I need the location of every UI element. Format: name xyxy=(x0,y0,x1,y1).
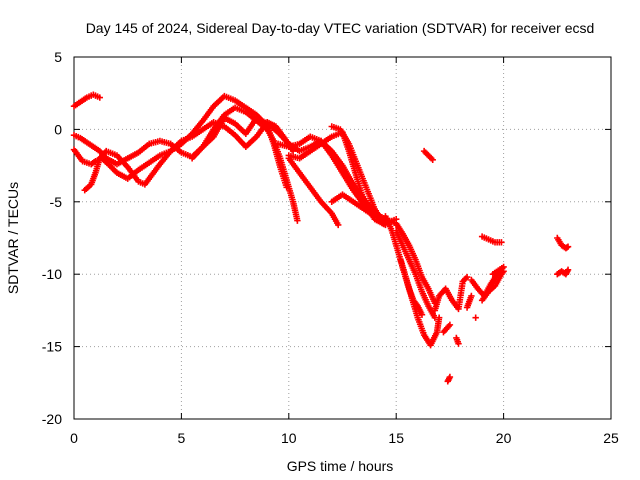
data-point xyxy=(500,268,507,275)
plot-frame xyxy=(73,56,612,420)
data-point xyxy=(446,373,454,381)
x-tick-label: 20 xyxy=(496,430,512,446)
y-tick-label: -15 xyxy=(42,339,62,355)
x-tick-label: 15 xyxy=(388,430,404,446)
x-tick-label: 10 xyxy=(281,430,297,446)
y-tick-label: -10 xyxy=(42,266,62,282)
data-point xyxy=(498,239,505,246)
x-tick-label: 5 xyxy=(178,430,186,446)
data-point xyxy=(564,266,572,274)
data-point xyxy=(463,273,471,281)
y-tick-label: -5 xyxy=(50,194,63,210)
y-tick-label: 0 xyxy=(54,121,62,137)
data-point xyxy=(429,156,436,164)
data-point xyxy=(294,217,301,224)
y-tick-labels: 5 0 -5 -10 -15 -20 xyxy=(42,49,62,427)
axis-ticks xyxy=(73,56,612,420)
data-points xyxy=(70,91,572,385)
chart-title: Day 145 of 2024, Sidereal Day-to-day VTE… xyxy=(86,20,595,36)
data-point xyxy=(418,311,426,318)
data-point xyxy=(335,221,342,229)
data-point xyxy=(455,340,462,347)
data-point xyxy=(564,243,572,250)
data-point xyxy=(431,314,439,321)
data-point xyxy=(446,321,454,329)
data-point xyxy=(472,314,479,321)
grid-lines xyxy=(74,57,611,419)
x-tick-labels: 0 5 10 15 20 25 xyxy=(70,430,619,446)
x-tick-label: 25 xyxy=(603,430,619,446)
x-axis-label: GPS time / hours xyxy=(287,458,394,474)
x-tick-label: 0 xyxy=(70,430,78,446)
data-point xyxy=(283,184,290,191)
data-point xyxy=(468,292,475,300)
y-axis-label: SDTVAR / TECUs xyxy=(5,182,21,294)
y-tick-label: -20 xyxy=(42,411,62,427)
y-tick-label: 5 xyxy=(54,49,62,65)
data-point xyxy=(96,94,103,101)
